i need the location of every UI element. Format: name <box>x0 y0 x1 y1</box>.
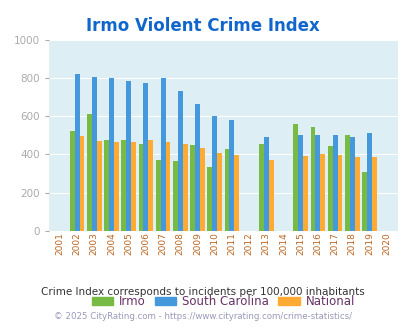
Bar <box>92 77 96 231</box>
Bar <box>327 146 332 231</box>
Bar <box>131 142 136 231</box>
Bar <box>195 104 199 231</box>
Bar <box>366 133 371 231</box>
Bar <box>371 157 376 231</box>
Bar <box>298 135 303 231</box>
Bar <box>160 79 165 231</box>
Bar <box>315 135 320 231</box>
Bar <box>217 153 222 231</box>
Bar <box>190 145 195 231</box>
Bar <box>121 140 126 231</box>
Bar <box>212 116 217 231</box>
Bar <box>70 131 75 231</box>
Bar <box>143 83 148 231</box>
Bar <box>104 140 109 231</box>
Bar <box>361 172 366 231</box>
Text: Crime Index corresponds to incidents per 100,000 inhabitants: Crime Index corresponds to incidents per… <box>41 287 364 297</box>
Bar <box>165 142 170 231</box>
Bar <box>173 161 177 231</box>
Bar <box>263 137 268 231</box>
Bar <box>234 155 239 231</box>
Bar <box>310 127 315 231</box>
Bar <box>268 160 273 231</box>
Bar <box>303 156 307 231</box>
Bar <box>156 160 160 231</box>
Bar <box>79 136 84 231</box>
Bar <box>87 114 92 231</box>
Bar <box>114 142 118 231</box>
Bar <box>148 141 153 231</box>
Bar <box>229 120 234 231</box>
Bar <box>207 167 212 231</box>
Bar <box>182 144 187 231</box>
Bar <box>126 81 131 231</box>
Bar <box>320 154 324 231</box>
Legend: Irmo, South Carolina, National: Irmo, South Carolina, National <box>87 290 359 313</box>
Bar <box>224 149 229 231</box>
Bar <box>337 155 341 231</box>
Text: Irmo Violent Crime Index: Irmo Violent Crime Index <box>86 17 319 35</box>
Bar <box>349 137 354 231</box>
Bar <box>332 135 337 231</box>
Bar <box>96 141 101 231</box>
Bar <box>258 144 263 231</box>
Bar <box>199 148 204 231</box>
Bar <box>109 79 114 231</box>
Bar <box>293 124 298 231</box>
Bar <box>75 74 79 231</box>
Bar <box>139 144 143 231</box>
Bar <box>177 91 182 231</box>
Bar <box>354 157 359 231</box>
Bar <box>344 135 349 231</box>
Text: © 2025 CityRating.com - https://www.cityrating.com/crime-statistics/: © 2025 CityRating.com - https://www.city… <box>54 312 351 321</box>
